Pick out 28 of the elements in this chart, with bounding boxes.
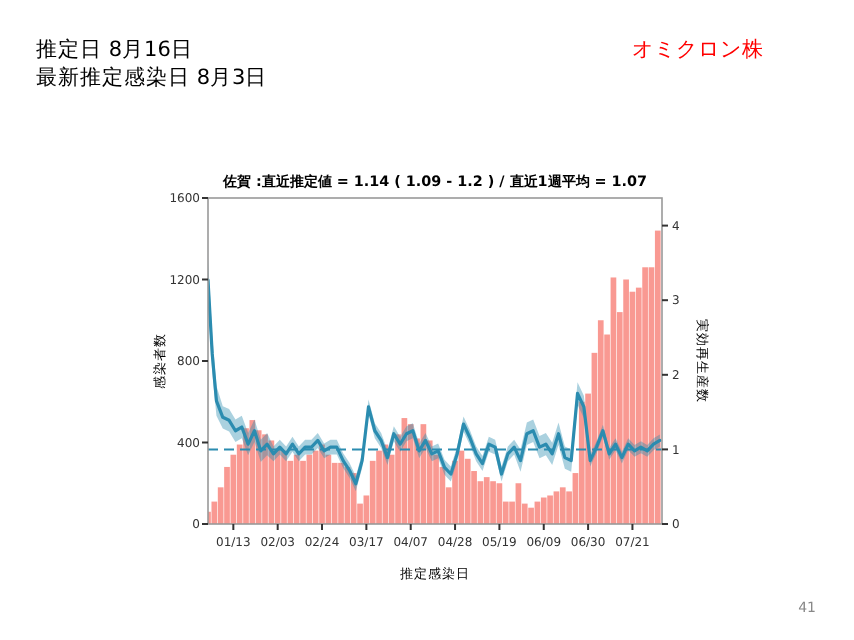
- bar: [654, 230, 661, 524]
- text: 最新推定感染日 8月3日: [36, 64, 268, 90]
- bar: [490, 481, 496, 524]
- bar: [331, 462, 338, 524]
- bar: [274, 448, 281, 524]
- bar: [528, 507, 534, 524]
- bar: [540, 497, 547, 524]
- bar: [319, 444, 325, 524]
- bar: [249, 420, 256, 524]
- bar: [300, 460, 306, 524]
- bar: [281, 450, 287, 524]
- bar: [407, 424, 414, 524]
- bar: [268, 440, 275, 524]
- bar: [597, 320, 604, 524]
- text: 推定日 8月16日: [36, 36, 193, 62]
- bar: [483, 477, 490, 524]
- bar: [376, 450, 382, 524]
- bar: [464, 458, 471, 524]
- text: オミクロン株: [632, 36, 764, 62]
- bar: [338, 462, 344, 524]
- bar: [623, 279, 629, 524]
- bar: [547, 495, 553, 524]
- bar: [642, 267, 648, 524]
- bar: [312, 450, 319, 524]
- bar: [559, 487, 566, 524]
- bar: [293, 454, 300, 524]
- bar: [262, 434, 268, 524]
- bar: [578, 401, 585, 524]
